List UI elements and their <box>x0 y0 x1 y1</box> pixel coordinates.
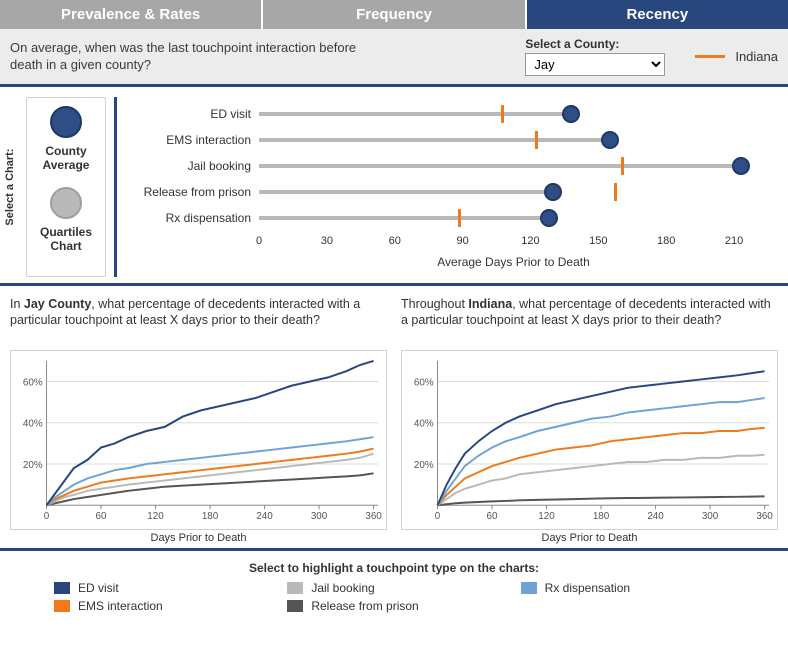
lollipop-row: Jail booking <box>129 153 768 179</box>
legend-section: Select to highlight a touchpoint type on… <box>0 548 788 623</box>
quartiles-circle[interactable] <box>50 187 82 219</box>
svg-text:40%: 40% <box>414 418 434 429</box>
legend-grid: ED visit Jail booking Rx dispensation EMS i… <box>54 581 734 613</box>
svg-text:300: 300 <box>702 511 719 522</box>
lollipop-section: Select a Chart: County Average Quartiles… <box>0 87 788 286</box>
svg-text:60: 60 <box>96 511 107 522</box>
svg-text:20%: 20% <box>414 460 434 471</box>
lollipop-xaxis: 0306090120150180210 <box>259 235 768 253</box>
county-linechart: 20% 40% 60% 0 60 120 180 240 300 360 <box>10 350 387 530</box>
tab-prevalence[interactable]: Prevalence & Rates <box>0 0 263 29</box>
lollipop-row: Release from prison <box>129 179 768 205</box>
state-question: Throughout Indiana, what percentage of d… <box>401 296 778 344</box>
legend-item[interactable]: Jail booking <box>287 581 500 595</box>
svg-text:20%: 20% <box>23 460 43 471</box>
svg-text:60%: 60% <box>414 377 434 388</box>
svg-text:120: 120 <box>147 511 164 522</box>
svg-text:360: 360 <box>365 511 382 522</box>
lollipop-track <box>259 205 768 231</box>
state-panel: Throughout Indiana, what percentage of d… <box>401 296 778 544</box>
vertical-separator <box>114 97 117 277</box>
lollipop-track <box>259 127 768 153</box>
question-text: On average, when was the last touchpoint… <box>10 40 380 74</box>
tabs: Prevalence & Rates Frequency Recency <box>0 0 788 29</box>
lollipop-track <box>259 153 768 179</box>
svg-text:60%: 60% <box>23 377 43 388</box>
county-average-circle[interactable] <box>50 106 82 138</box>
svg-text:360: 360 <box>756 511 773 522</box>
lollipop-label: Release from prison <box>129 185 259 199</box>
legend-indiana: Indiana <box>695 49 778 64</box>
svg-text:0: 0 <box>435 511 441 522</box>
county-select[interactable]: Jay <box>525 53 665 76</box>
lollipop-xaxis-title: Average Days Prior to Death <box>259 255 768 269</box>
lollipop-row: ED visit <box>129 101 768 127</box>
legend-title: Select to highlight a touchpoint type on… <box>10 561 778 575</box>
quartiles-label[interactable]: Quartiles Chart <box>31 225 101 254</box>
lollipop-row: EMS interaction <box>129 127 768 153</box>
county-select-block: Select a County: Jay <box>525 37 665 76</box>
lollipop-label: Rx dispensation <box>129 211 259 225</box>
chart-select-side-label: Select a Chart: <box>0 97 20 277</box>
county-average-label[interactable]: County Average <box>31 144 101 173</box>
county-xaxis-title: Days Prior to Death <box>10 532 387 544</box>
svg-text:180: 180 <box>202 511 219 522</box>
state-linechart: 20% 40% 60% 0 60 120 180 240 300 360 <box>401 350 778 530</box>
svg-text:60: 60 <box>487 511 498 522</box>
lollipop-track <box>259 179 768 205</box>
lollipop-label: EMS interaction <box>129 133 259 147</box>
state-xaxis-title: Days Prior to Death <box>401 532 778 544</box>
lollipop-label: Jail booking <box>129 159 259 173</box>
county-select-label: Select a County: <box>525 37 665 51</box>
percent-charts-section: In Jay County, what percentage of decede… <box>0 286 788 548</box>
tab-frequency[interactable]: Frequency <box>263 0 526 29</box>
controls-bar: On average, when was the last touchpoint… <box>0 29 788 87</box>
legend-item[interactable]: Release from prison <box>287 599 500 613</box>
svg-text:120: 120 <box>538 511 555 522</box>
svg-text:0: 0 <box>44 511 50 522</box>
svg-text:40%: 40% <box>23 418 43 429</box>
county-question: In Jay County, what percentage of decede… <box>10 296 387 344</box>
lollipop-row: Rx dispensation <box>129 205 768 231</box>
chart-select-panel: County Average Quartiles Chart <box>26 97 106 277</box>
lollipop-label: ED visit <box>129 107 259 121</box>
tab-recency[interactable]: Recency <box>527 0 788 29</box>
indiana-label: Indiana <box>735 49 778 64</box>
legend-item[interactable]: ED visit <box>54 581 267 595</box>
svg-text:300: 300 <box>311 511 328 522</box>
lollipop-chart: ED visit EMS interaction Jail booking Relea… <box>125 97 788 277</box>
svg-text:240: 240 <box>256 511 273 522</box>
county-panel: In Jay County, what percentage of decede… <box>10 296 387 544</box>
indiana-swatch <box>695 55 725 58</box>
legend-item[interactable]: Rx dispensation <box>521 581 734 595</box>
legend-item[interactable]: EMS interaction <box>54 599 267 613</box>
svg-text:240: 240 <box>647 511 664 522</box>
svg-text:180: 180 <box>593 511 610 522</box>
lollipop-track <box>259 101 768 127</box>
